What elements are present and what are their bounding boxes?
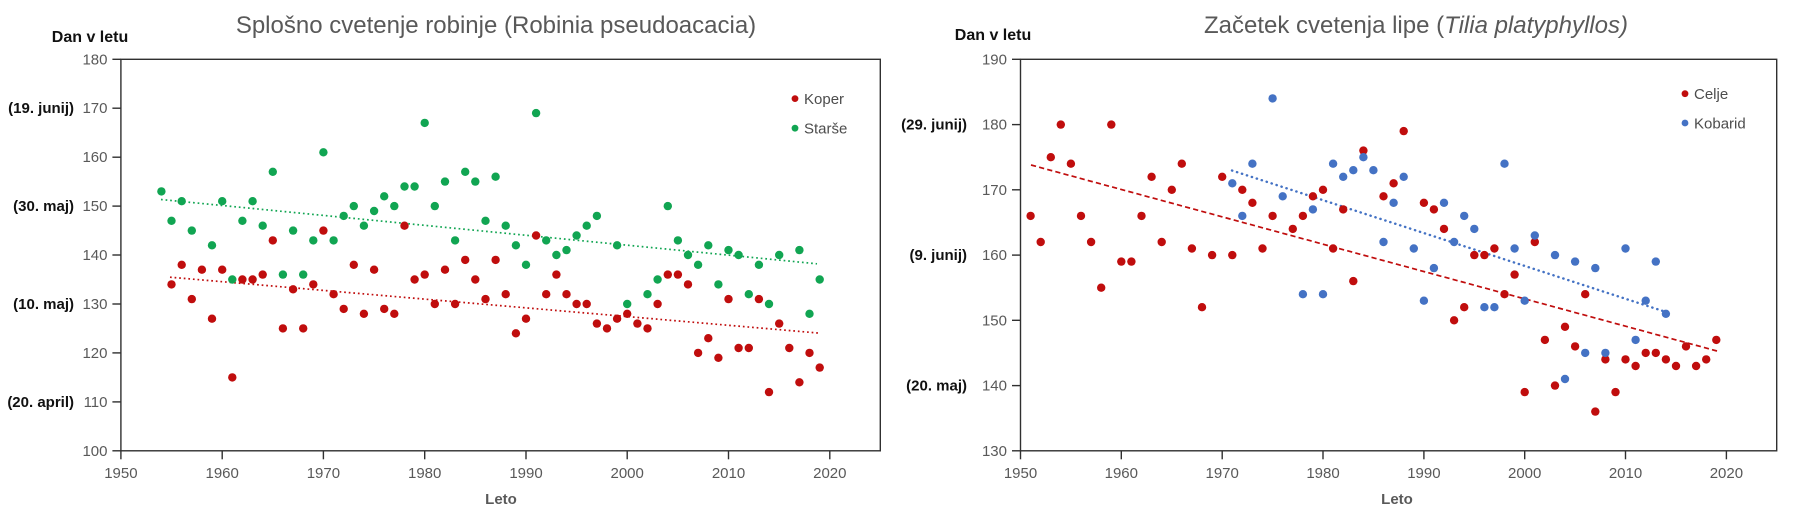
svg-text:1970: 1970: [1206, 465, 1239, 482]
svg-text:140: 140: [82, 247, 107, 264]
svg-text:130: 130: [82, 296, 107, 313]
svg-text:Leto: Leto: [485, 491, 517, 508]
svg-text:2000: 2000: [611, 465, 644, 482]
svg-text:2020: 2020: [1710, 465, 1743, 482]
svg-text:1950: 1950: [1004, 465, 1037, 482]
svg-text:1950: 1950: [104, 465, 137, 482]
svg-text:Koper: Koper: [804, 91, 844, 108]
svg-text:Kobarid: Kobarid: [1694, 115, 1746, 132]
svg-text:190: 190: [982, 51, 1007, 68]
svg-text:2010: 2010: [1609, 465, 1642, 482]
svg-text:160: 160: [982, 247, 1007, 264]
svg-text:1980: 1980: [1306, 465, 1339, 482]
svg-text:120: 120: [82, 345, 107, 362]
svg-text:2010: 2010: [712, 465, 745, 482]
svg-text:150: 150: [982, 312, 1007, 329]
svg-text:1970: 1970: [307, 465, 340, 482]
svg-text:180: 180: [82, 51, 107, 68]
svg-text:160: 160: [82, 149, 107, 166]
svg-text:110: 110: [84, 394, 108, 411]
svg-text:170: 170: [982, 182, 1007, 199]
svg-text:130: 130: [982, 443, 1007, 460]
svg-text:2000: 2000: [1508, 465, 1541, 482]
svg-text:(19. junij): (19. junij): [8, 100, 74, 117]
svg-text:150: 150: [82, 198, 107, 215]
svg-text:140: 140: [982, 378, 1007, 395]
svg-text:(29. junij): (29. junij): [901, 117, 967, 134]
svg-text:Starše: Starše: [804, 121, 847, 138]
svg-text:(20. maj): (20. maj): [906, 378, 967, 395]
svg-text:(20. april): (20. april): [7, 394, 74, 411]
svg-text:1960: 1960: [1105, 465, 1138, 482]
svg-text:(10. maj): (10. maj): [13, 296, 74, 313]
svg-text:170: 170: [82, 100, 107, 117]
svg-text:100: 100: [82, 443, 107, 460]
svg-text:Splošno cvetenje robinje (Robi: Splošno cvetenje robinje (Robinia pseudo…: [236, 12, 756, 39]
svg-text:(9. junij): (9. junij): [910, 247, 968, 264]
svg-text:1960: 1960: [206, 465, 239, 482]
svg-text:Leto: Leto: [1381, 491, 1413, 508]
svg-text:Celje: Celje: [1694, 86, 1728, 103]
svg-text:(30. maj): (30. maj): [13, 198, 74, 215]
svg-text:180: 180: [982, 117, 1007, 134]
svg-text:1990: 1990: [1407, 465, 1440, 482]
svg-text:Dan v letu: Dan v letu: [955, 27, 1031, 44]
svg-text:Začetek cvetenja lipe (Tilia p: Začetek cvetenja lipe (Tilia platyphyllo…: [1204, 12, 1628, 39]
svg-text:1980: 1980: [408, 465, 441, 482]
svg-text:Dan v letu: Dan v letu: [52, 29, 128, 46]
svg-text:2020: 2020: [813, 465, 846, 482]
svg-text:1990: 1990: [509, 465, 542, 482]
